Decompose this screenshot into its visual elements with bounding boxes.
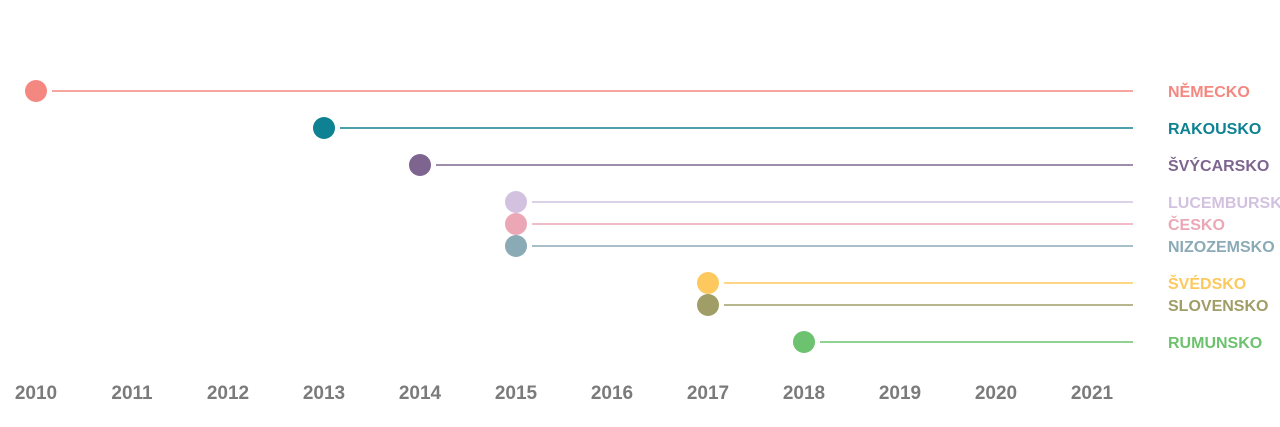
series-start-point — [697, 272, 719, 294]
series-label: NĚMECKO — [1168, 82, 1250, 101]
series-start-point — [505, 191, 527, 213]
series-label: RUMUNSKO — [1168, 335, 1262, 352]
series-label: SLOVENSKO — [1168, 298, 1268, 315]
series-start-point — [25, 80, 47, 102]
x-tick-label: 2015 — [495, 383, 538, 404]
x-tick-label: 2017 — [687, 383, 729, 404]
x-axis-ticks: 2010 2011 2012 2013 2014 2015 2016 2017 2018 2019… — [15, 383, 1114, 404]
x-tick-label: 2020 — [975, 383, 1017, 404]
x-tick-label: 2021 — [1071, 383, 1114, 404]
x-tick-label: 2014 — [399, 383, 442, 404]
series-start-point — [505, 213, 527, 235]
x-tick-label: 2019 — [879, 383, 921, 404]
series-start-point — [793, 331, 815, 353]
series-label: NIZOZEMSKO — [1168, 239, 1275, 256]
series-start-point — [505, 235, 527, 257]
series-start-point — [313, 117, 335, 139]
x-tick-label: 2018 — [783, 383, 825, 404]
x-tick-label: 2012 — [207, 383, 249, 404]
series-label: ŠVÝCARSKO — [1168, 156, 1269, 175]
series-label: LUCEMBURSKO — [1168, 195, 1280, 212]
series-label: ŠVÉDSKO — [1168, 274, 1246, 293]
series-rows: NĚMECKO RAKOUSKO ŠVÝCARSKO LUCEMBURSKO ČESKO… — [25, 80, 1280, 353]
series-label: RAKOUSKO — [1168, 121, 1261, 138]
series-label: ČESKO — [1168, 215, 1225, 234]
x-tick-label: 2016 — [591, 383, 633, 404]
x-tick-label: 2013 — [303, 383, 345, 404]
x-tick-label: 2010 — [15, 383, 57, 404]
series-start-point — [697, 294, 719, 316]
series-start-point — [409, 154, 431, 176]
x-tick-label: 2011 — [111, 383, 153, 404]
